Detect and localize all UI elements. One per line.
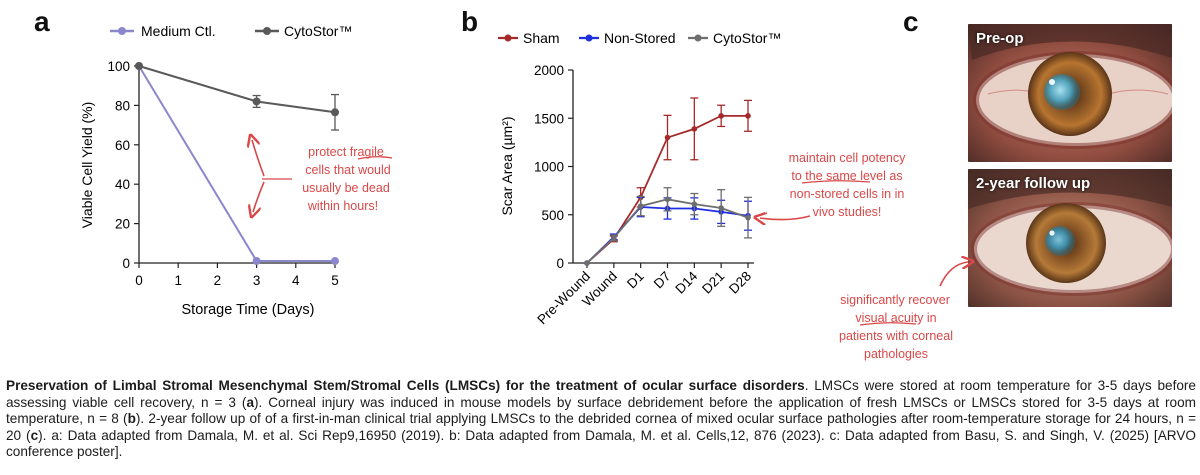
- chart-b-annotation-line-3: non-stored cells in in: [790, 187, 905, 201]
- caption-part-3: ). 2-year follow up of of a first-in-man…: [6, 411, 1197, 443]
- chart-a-ytick-label: 40: [115, 177, 130, 192]
- chart-b-point: [664, 134, 671, 141]
- photo-pre-op: Pre-op: [968, 24, 1172, 162]
- chart-b-annotation: maintain cell potency to the same level …: [789, 151, 906, 219]
- chart-b-ylabel: Scar Area (µm²): [499, 116, 515, 215]
- caption-part-1: . LMSCs were stored at room temperature …: [6, 378, 1196, 410]
- chart-a-ytick-label: 100: [107, 59, 130, 74]
- caption-ref-c: c: [30, 427, 39, 443]
- chart-b-point: [664, 196, 671, 203]
- chart-b-annotation-line-2: to the same level as: [791, 169, 902, 183]
- eye-image-pre-op: [968, 24, 1172, 162]
- chart-b-point: [584, 260, 590, 266]
- caption-ref-b: b: [127, 411, 136, 427]
- photo-annotation-line-1: significantly recover: [840, 293, 950, 307]
- photo-followup-label: 2-year follow up: [976, 175, 1091, 192]
- chart-b-xtick-label: D28: [726, 269, 754, 297]
- photo-annotation-line-2: visual acuity in: [855, 311, 936, 325]
- chart-a-annotation-line-1: protect fragile: [308, 145, 384, 159]
- chart-a-xtick-label: 0: [135, 273, 143, 288]
- chart-a-annotation-line-2: cells that would: [305, 163, 391, 177]
- chart-a-ylabel: Viable Cell Yield (%): [79, 102, 95, 229]
- figure-caption: Preservation of Limbal Stromal Mesenchym…: [6, 378, 1196, 461]
- legend-b-cytostor-marker: [694, 34, 702, 42]
- legend-a-medium-marker: [118, 27, 126, 35]
- chart-b-point: [745, 113, 751, 119]
- chart-a-xtick-label: 1: [174, 273, 182, 288]
- chart-a-xtick-label: 3: [253, 273, 261, 288]
- photo-annotation-line-3: patients with corneal: [839, 329, 953, 343]
- chart-b-point: [691, 126, 698, 132]
- panel-letter-c: c: [903, 6, 919, 37]
- chart-b-point: [718, 205, 724, 211]
- chart-b-point: [718, 113, 724, 119]
- chart-b-point: [637, 203, 644, 209]
- panel-letter-a: a: [34, 6, 50, 37]
- photo-annotation-line-4: pathologies: [864, 347, 928, 361]
- chart-a-point: [331, 257, 339, 266]
- chart-b-xtick-label: D14: [672, 268, 700, 296]
- chart-b-ytick-label: 1500: [534, 111, 564, 126]
- chart-a-underline-fragile: [357, 156, 393, 160]
- chart-b-point: [745, 214, 751, 221]
- chart-a-point: [252, 97, 261, 106]
- chart-b-arrow: [760, 216, 811, 220]
- chart-b-xtick-label: D1: [624, 269, 647, 292]
- chart-b-xtick-label: D7: [651, 269, 674, 292]
- chart-a-annotation-line-3: usually be dead: [302, 181, 390, 195]
- chart-b-ytick-label: 1000: [534, 160, 564, 175]
- photo-annotation: significantly recover visual acuity in p…: [839, 240, 980, 361]
- chart-b-ytick-label: 500: [541, 208, 564, 223]
- chart-a-point: [331, 108, 339, 117]
- chart-a-point: [135, 62, 143, 70]
- chart-b-annotation-line-1: maintain cell potency: [789, 151, 906, 165]
- chart-b-annotation-line-4: vivo studies!: [813, 205, 882, 219]
- photo-annotation-underline: [859, 322, 917, 326]
- legend-b-cytostor-label: CytoStor™: [713, 30, 781, 46]
- panel-letter-b: b: [461, 6, 479, 37]
- photo-annotation-arrow: [939, 262, 968, 287]
- chart-a-series-line-1: [138, 65, 336, 114]
- legend-a-cytostor-marker: [263, 27, 271, 35]
- photo-followup: 2-year follow up: [968, 169, 1172, 307]
- photo-pre-op-label: Pre-op: [976, 30, 1024, 47]
- eye-image-followup: [968, 169, 1172, 307]
- caption-title: Preservation of Limbal Stromal Mesenchym…: [6, 378, 805, 393]
- chart-b-point: [611, 235, 617, 241]
- chart-a-xtick-label: 5: [331, 273, 339, 288]
- chart-b-xtick-label: D21: [699, 269, 727, 297]
- legend-a-medium-label: Medium Ctl.: [141, 23, 216, 39]
- legend-b-nonstored-marker: [585, 34, 593, 42]
- chart-a-ytick-label: 20: [115, 217, 130, 232]
- chart-a: Medium Ctl. CytoStor™ 0 20 40 60 80 100 0 1 2 3 4 5…: [79, 23, 393, 318]
- chart-a-point: [252, 257, 261, 266]
- chart-a-annotation-line-4: within hours!: [307, 199, 378, 213]
- chart-a-ytick-label: 60: [115, 138, 130, 153]
- chart-b: Sham Non-Stored CytoStor™ 0 500 1000 1500 20…: [498, 30, 906, 327]
- chart-a-annotation: protect fragile cells that would usually…: [302, 145, 391, 213]
- chart-b-point: [691, 201, 698, 207]
- caption-ref-a: a: [246, 394, 254, 410]
- chart-a-ytick-label: 0: [122, 256, 130, 271]
- caption-part-4: ). a: Data adapted from Damala, M. et al…: [6, 427, 1196, 460]
- chart-a-xtick-label: 2: [214, 273, 222, 288]
- legend-b-sham-label: Sham: [523, 30, 560, 46]
- chart-a-arrow-down: [253, 181, 265, 212]
- chart-b-ytick-label: 0: [556, 256, 564, 271]
- caption-part-2: ). Corneal injury was induced in mouse m…: [6, 394, 1197, 427]
- chart-a-xlabel: Storage Time (Days): [182, 302, 315, 318]
- chart-a-xtick-label: 4: [292, 273, 300, 288]
- legend-b-nonstored-label: Non-Stored: [604, 30, 676, 46]
- legend-a-cytostor-label: CytoStor™: [284, 23, 352, 39]
- chart-a-ytick-label: 80: [115, 98, 130, 113]
- legend-b-sham-marker: [504, 34, 512, 42]
- chart-a-arrow-up: [252, 140, 265, 177]
- chart-b-underline-same-level: [801, 180, 871, 184]
- chart-b-ytick-label: 2000: [534, 63, 564, 78]
